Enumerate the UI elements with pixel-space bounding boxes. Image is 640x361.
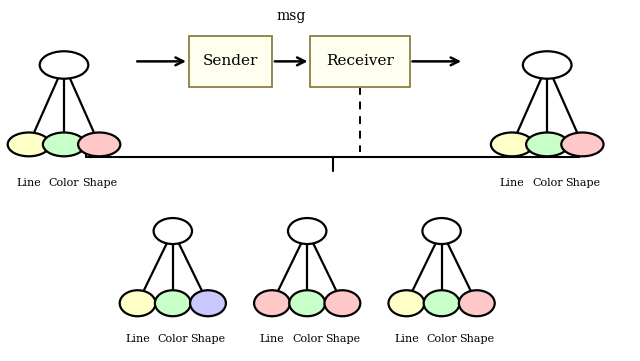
Text: msg: msg [276,9,306,23]
Ellipse shape [190,290,226,316]
FancyBboxPatch shape [310,36,410,87]
Text: Color: Color [157,334,188,344]
Ellipse shape [288,218,326,244]
Text: Color: Color [532,178,563,188]
Ellipse shape [8,132,50,156]
Ellipse shape [424,290,460,316]
Text: Shape: Shape [460,334,494,344]
Ellipse shape [523,51,572,79]
Ellipse shape [254,290,290,316]
Ellipse shape [40,51,88,79]
Text: Line: Line [17,178,41,188]
Text: Line: Line [260,334,284,344]
Text: Color: Color [292,334,323,344]
Text: Line: Line [500,178,524,188]
Ellipse shape [120,290,156,316]
Ellipse shape [43,132,85,156]
Text: Line: Line [394,334,419,344]
FancyBboxPatch shape [189,36,272,87]
Ellipse shape [289,290,325,316]
Text: Shape: Shape [82,178,116,188]
Ellipse shape [561,132,604,156]
Text: Shape: Shape [191,334,225,344]
Text: Shape: Shape [325,334,360,344]
Ellipse shape [155,290,191,316]
Text: Shape: Shape [565,178,600,188]
Text: Line: Line [125,334,150,344]
Ellipse shape [78,132,120,156]
Ellipse shape [324,290,360,316]
Text: Color: Color [426,334,457,344]
Ellipse shape [459,290,495,316]
Ellipse shape [388,290,424,316]
Text: Sender: Sender [203,55,258,68]
Text: Receiver: Receiver [326,55,394,68]
Ellipse shape [526,132,568,156]
Ellipse shape [154,218,192,244]
Ellipse shape [422,218,461,244]
Text: Color: Color [49,178,79,188]
Ellipse shape [491,132,533,156]
